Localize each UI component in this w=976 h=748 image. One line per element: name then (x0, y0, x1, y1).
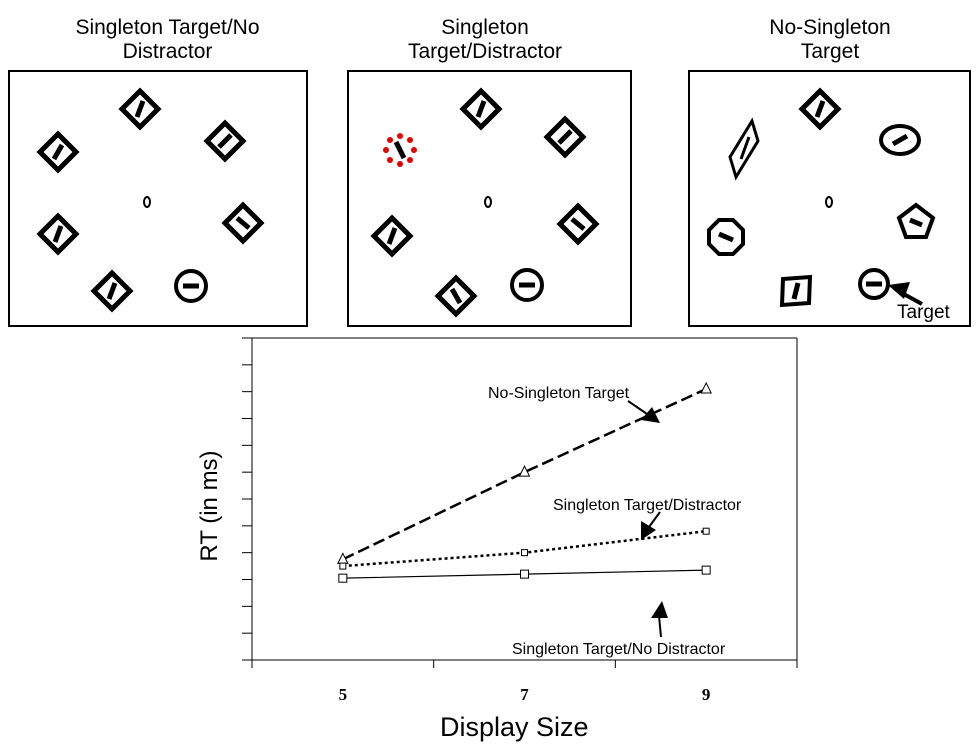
octagon-item (707, 218, 745, 256)
fixation-point (143, 196, 151, 208)
x-tick-label: 7 (520, 685, 529, 704)
diamond-item (798, 87, 842, 131)
series-line-2 (342, 529, 707, 568)
panel-title-2: Singleton Target/Distractor (407, 16, 563, 63)
target-arrow-icon (888, 282, 923, 306)
diamond-item (36, 130, 80, 174)
diamond-item (434, 274, 478, 318)
rhombus-item (728, 117, 760, 181)
display-panel-no-distractor (8, 70, 308, 327)
display-panel-distractor (347, 70, 632, 327)
y-axis-ticks (242, 337, 252, 661)
diamond-item (118, 87, 162, 131)
panel-title-1: Singleton Target/No Distractor (75, 16, 260, 63)
ellipse-item (879, 124, 921, 156)
diamond-item (543, 115, 587, 159)
circle-target (174, 269, 208, 303)
arrow-icon (627, 400, 660, 423)
diamond-item (370, 214, 414, 258)
fixation-point (825, 196, 833, 208)
data-point (702, 527, 710, 535)
color-singleton-distractor (383, 133, 417, 167)
series-label-no-distractor: Singleton Target/No Distractor (512, 641, 726, 658)
arrow-icon (651, 601, 668, 638)
data-point (518, 465, 531, 477)
data-point (700, 381, 712, 394)
x-axis-ticks: 5 7 9 (251, 660, 798, 704)
data-point (521, 549, 528, 557)
x-tick-label: 9 (702, 685, 711, 704)
data-point (338, 573, 348, 583)
data-point (701, 565, 711, 575)
arrow-icon (641, 511, 661, 540)
target-pointer-label: Target (897, 302, 950, 323)
diamond-item (221, 201, 265, 245)
diamond-item (556, 202, 600, 246)
series-label-no-singleton: No-Singleton Target (488, 385, 630, 402)
data-point (339, 562, 347, 570)
diamond-item (203, 119, 247, 163)
x-axis-label: Display Size (440, 712, 589, 742)
square-item (779, 274, 813, 308)
y-axis-label: RT (in ms) (196, 450, 223, 562)
diamond-item (459, 87, 503, 131)
display-panel-no-singleton: Target (688, 70, 971, 327)
circle-target (510, 268, 544, 302)
pentagon-item (896, 202, 936, 239)
series-label-distractor: Singleton Target/Distractor (553, 497, 742, 514)
annotation-arrows (627, 400, 668, 638)
diamond-item (36, 212, 80, 256)
data-point (520, 569, 529, 579)
series-layer (337, 381, 712, 583)
x-tick-label: 5 (339, 685, 348, 704)
fixation-point (484, 196, 492, 208)
panel-title-3: No-Singleton Target (769, 16, 891, 63)
diamond-item (90, 269, 134, 313)
circle-target (858, 268, 890, 300)
